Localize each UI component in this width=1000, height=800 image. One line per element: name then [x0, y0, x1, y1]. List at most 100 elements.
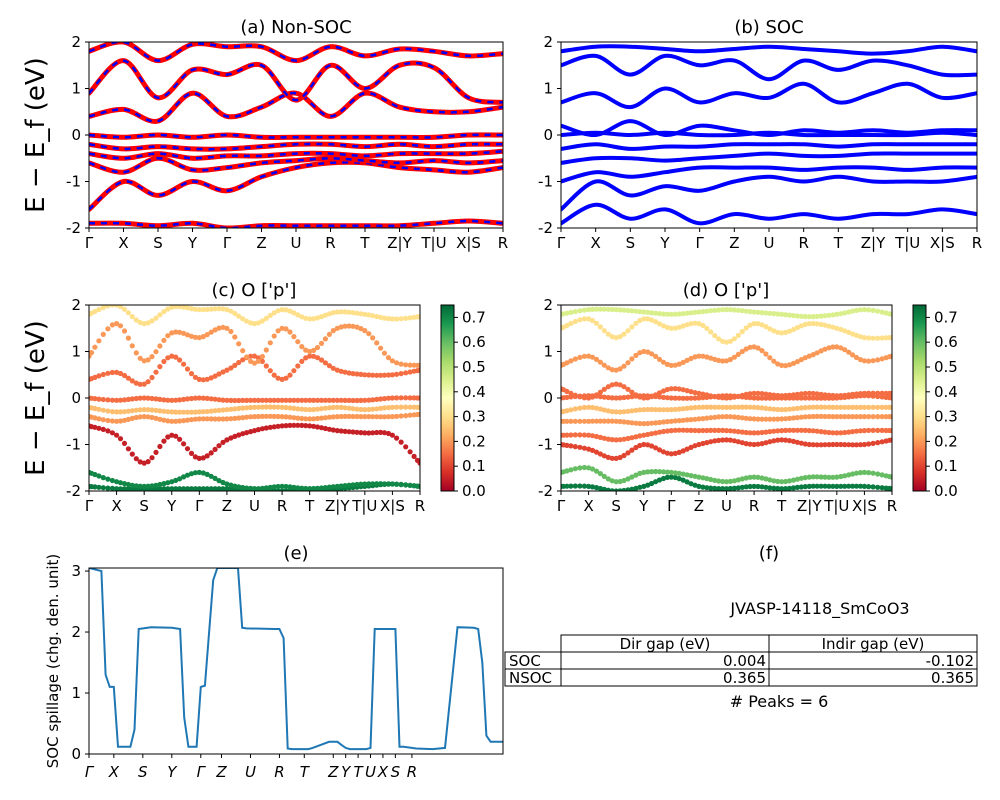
projected-band-point [834, 404, 840, 410]
y-tick-label: 0 [71, 389, 81, 407]
projected-band-point [605, 476, 611, 482]
projected-band-point [105, 417, 111, 424]
projected-band-point [633, 444, 639, 451]
projected-band-point [660, 475, 667, 482]
projected-band-point [204, 471, 210, 477]
projected-band-point [212, 446, 218, 452]
projected-band-point [196, 409, 202, 415]
projected-band-point [818, 442, 824, 448]
projected-band-point [747, 474, 753, 480]
panel-f-title: (f) [759, 543, 779, 564]
x-tick-label: R [798, 234, 808, 252]
projected-band-point [779, 362, 785, 368]
projected-band-point [842, 328, 848, 334]
projected-band-point [121, 397, 128, 403]
projected-band-point [779, 486, 785, 491]
projected-band-point [589, 306, 596, 312]
projected-band-point [381, 315, 388, 321]
projected-band-point [846, 414, 852, 420]
projected-band-point [846, 329, 852, 335]
projected-band-point [346, 413, 352, 419]
projected-band-point [577, 354, 583, 360]
projected-band-point [842, 347, 848, 353]
projected-band-point [771, 311, 777, 317]
projected-band-point [684, 395, 690, 401]
projected-band-point [326, 363, 332, 369]
projected-band-point [586, 353, 592, 359]
projected-band-point [362, 328, 368, 334]
projected-band-point [879, 485, 885, 491]
projected-band-point [794, 405, 801, 411]
x-tick-label: Y [638, 497, 649, 515]
projected-band-point [759, 416, 765, 422]
projected-band-point [704, 476, 710, 482]
projected-band-point [279, 376, 285, 382]
projected-band-point [637, 309, 643, 315]
projected-band-point [763, 351, 769, 357]
projected-band-point [141, 414, 147, 420]
projected-band-point [255, 404, 261, 410]
projected-band-point [109, 418, 115, 424]
projected-band-point [597, 434, 604, 440]
projected-band-point [708, 393, 714, 399]
projected-band-point [188, 306, 195, 312]
projected-band-point [625, 435, 631, 442]
projected-band-point [861, 404, 868, 410]
projected-band-point [248, 358, 254, 364]
projected-band-point [216, 443, 222, 449]
projected-band-point [259, 318, 265, 324]
projected-band-point [133, 395, 139, 402]
projected-band-point [208, 473, 214, 479]
projected-band-point [577, 418, 583, 424]
projected-band-point [228, 328, 234, 335]
projected-band-point [398, 316, 404, 322]
panel-b-plot-area [561, 44, 977, 226]
projected-band-point [806, 353, 812, 359]
projected-band-point [133, 407, 139, 413]
projected-band-point [830, 474, 836, 480]
projected-band-point [417, 411, 420, 417]
projected-band-point [875, 308, 881, 314]
projected-band-point [747, 309, 753, 315]
projected-band-point [358, 397, 364, 403]
projected-band-point [311, 406, 317, 413]
projected-band-point [664, 469, 671, 475]
projected-band-point [105, 476, 111, 482]
projected-band-point [338, 309, 344, 315]
colorbar-tick-label: 0.0 [934, 482, 958, 500]
projected-band-point [407, 412, 413, 418]
projected-band-point [204, 376, 210, 382]
x-tick-label: Z [327, 763, 339, 781]
projected-band-point [625, 450, 631, 456]
projected-band-point [568, 407, 574, 413]
projected-band-point [629, 435, 635, 441]
projected-band-point [564, 418, 570, 424]
projected-band-point [581, 464, 588, 471]
projected-band-point [149, 455, 155, 461]
projected-band-point [114, 397, 120, 403]
projected-band-point [850, 352, 856, 358]
projected-band-point [177, 418, 183, 424]
projected-band-point [318, 415, 325, 421]
projected-band-point [322, 405, 328, 411]
projected-band-point [342, 428, 348, 434]
projected-band-point [577, 394, 583, 400]
projected-band-point [204, 416, 210, 422]
y-tick-label: -2 [538, 482, 553, 500]
projected-band-point [806, 414, 812, 420]
projected-band-point [350, 406, 356, 412]
projected-band-point [818, 413, 824, 419]
projected-band-point [192, 334, 198, 340]
projected-band-point [153, 349, 159, 355]
projected-band-point [830, 430, 836, 436]
projected-band-point [100, 417, 106, 423]
projected-band-point [723, 404, 730, 410]
projected-band-point [224, 486, 230, 491]
projected-band-point [818, 348, 824, 354]
projected-band-point [783, 427, 789, 433]
projected-band-point [271, 484, 277, 490]
projected-band-point [251, 486, 258, 491]
projected-band-point [398, 371, 404, 377]
projected-band-point [866, 470, 872, 476]
projected-band-point [385, 395, 392, 401]
